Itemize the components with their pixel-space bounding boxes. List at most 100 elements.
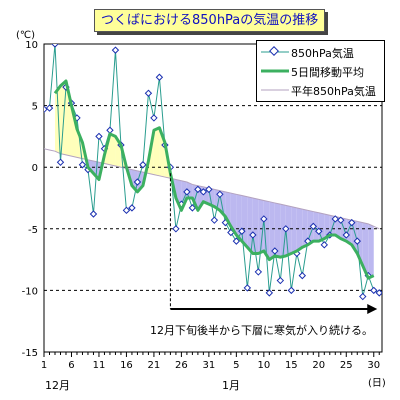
plot-frame (43, 43, 383, 353)
observed-point (342, 231, 350, 239)
cold-anomaly-fill (296, 207, 303, 251)
observed-point (194, 185, 202, 194)
x-tick-label: 6 (68, 360, 74, 371)
cold-anomaly-fill (241, 195, 248, 248)
observed-point (260, 215, 268, 223)
observed-point (133, 178, 142, 186)
observed-point (172, 225, 180, 233)
cold-anomaly-fill (324, 214, 330, 239)
observed-point (44, 105, 48, 114)
x-tick-label: 25 (340, 360, 353, 371)
observed-point (51, 44, 59, 48)
annotation-arrow (169, 173, 378, 314)
observed-point (128, 204, 136, 212)
observed-point (331, 215, 339, 223)
observed-point (348, 218, 356, 227)
observed-point (199, 188, 208, 196)
observed-point (205, 185, 213, 194)
cold-anomaly-fill (258, 199, 264, 254)
observed-point (210, 216, 219, 224)
observed-point (254, 268, 263, 276)
legend: 850hPa気温 5日間移動平均 平年850hPa気温 (256, 40, 385, 102)
observed-point (337, 216, 345, 224)
observed-point (122, 206, 131, 215)
cold-anomaly-fill (368, 223, 374, 279)
x-tick-label: 31 (203, 360, 216, 371)
observed-point (183, 188, 191, 196)
observed-point (188, 204, 197, 212)
observed-point (78, 161, 87, 169)
legend-item-normal: 平年850hPa気温 (257, 81, 384, 99)
cold-anomaly-fill (269, 201, 275, 260)
legend-label-moving-average: 5日間移動平均 (291, 66, 364, 79)
cold-anomaly-fill (291, 206, 297, 254)
annotation-text: 12月下旬後半から下層に寒気が入り続ける。 (150, 322, 373, 338)
month-label-december: 12月 (45, 379, 70, 392)
y-tick-label: -10 (22, 286, 38, 297)
observed-point (232, 237, 241, 245)
observed-point (315, 227, 323, 235)
y-tick-label: -5 (28, 225, 38, 236)
cold-anomaly-fill (263, 200, 270, 260)
x-unit-label: (日) (368, 378, 386, 389)
observed-point (155, 73, 164, 81)
observed-point (238, 227, 246, 235)
x-tick-label: 11 (93, 360, 106, 371)
observed-point (276, 276, 285, 285)
cold-anomaly-fill (362, 222, 369, 279)
y-unit-label: (℃) (16, 30, 35, 41)
observed-point (56, 158, 65, 166)
cold-anomaly-fill (252, 198, 259, 254)
observed-point (95, 132, 103, 141)
chart-title: つくばにおける850hPaの気温の推移 (94, 9, 326, 32)
y-tick-label: 0 (32, 163, 38, 174)
cold-anomaly-fill (274, 202, 281, 258)
y-tick-label: 10 (25, 40, 38, 51)
observed-point (370, 286, 378, 295)
observed-point (359, 292, 367, 301)
annotation-arrow-head (367, 304, 378, 314)
observed-point (298, 271, 307, 280)
month-label-january: 1月 (222, 379, 240, 392)
x-tick-label: 21 (148, 360, 161, 371)
observed-point (375, 289, 382, 297)
observed-point (216, 190, 224, 199)
legend-item-observed: 850hPa気温 (257, 43, 384, 61)
observed-point (309, 222, 318, 231)
observed-point (111, 46, 120, 54)
x-tick-label: 1 (41, 360, 47, 371)
observed-point (320, 241, 328, 249)
x-tick-label: 16 (120, 360, 133, 371)
x-tick-label: 30 (367, 360, 380, 371)
y-tick-label: -15 (22, 348, 38, 359)
x-tick-label: 15 (285, 360, 298, 371)
x-tick-label: 20 (312, 360, 325, 371)
moving-average-series (53, 79, 375, 280)
observed-point (287, 286, 296, 295)
y-axis-ticks: 10 5 0 -5 -10 -15 (22, 40, 38, 359)
observed-point (139, 161, 147, 169)
legend-label-observed: 850hPa気温 (291, 47, 354, 60)
cold-anomaly-fill (302, 209, 308, 248)
x-tick-label: 26 (175, 360, 188, 371)
observed-point (144, 89, 153, 97)
observed-point (243, 284, 252, 292)
observed-point (45, 104, 54, 112)
y-tick-label: 5 (32, 102, 38, 113)
observed-point (150, 114, 158, 122)
warm-anomaly-fill (71, 105, 77, 158)
x-axis-ticks: 1 6 11 16 21 26 31 5 10 15 20 25 30 (41, 352, 380, 371)
cold-anomaly-fill (208, 188, 215, 207)
moving-average-line (53, 79, 375, 280)
legend-item-moving-average: 5日間移動平均 (257, 62, 384, 80)
warm-anomaly-fill (109, 133, 116, 166)
observed-point (249, 231, 257, 239)
observed-point (282, 225, 290, 233)
x-tick-label: 5 (233, 360, 239, 371)
observed-point (271, 247, 279, 255)
warm-anomaly-fill (153, 127, 160, 176)
cold-anomaly-fill (230, 193, 237, 235)
legend-label-normal: 平年850hPa気温 (291, 85, 376, 98)
observed-point (353, 237, 361, 245)
observed-point (265, 289, 274, 297)
